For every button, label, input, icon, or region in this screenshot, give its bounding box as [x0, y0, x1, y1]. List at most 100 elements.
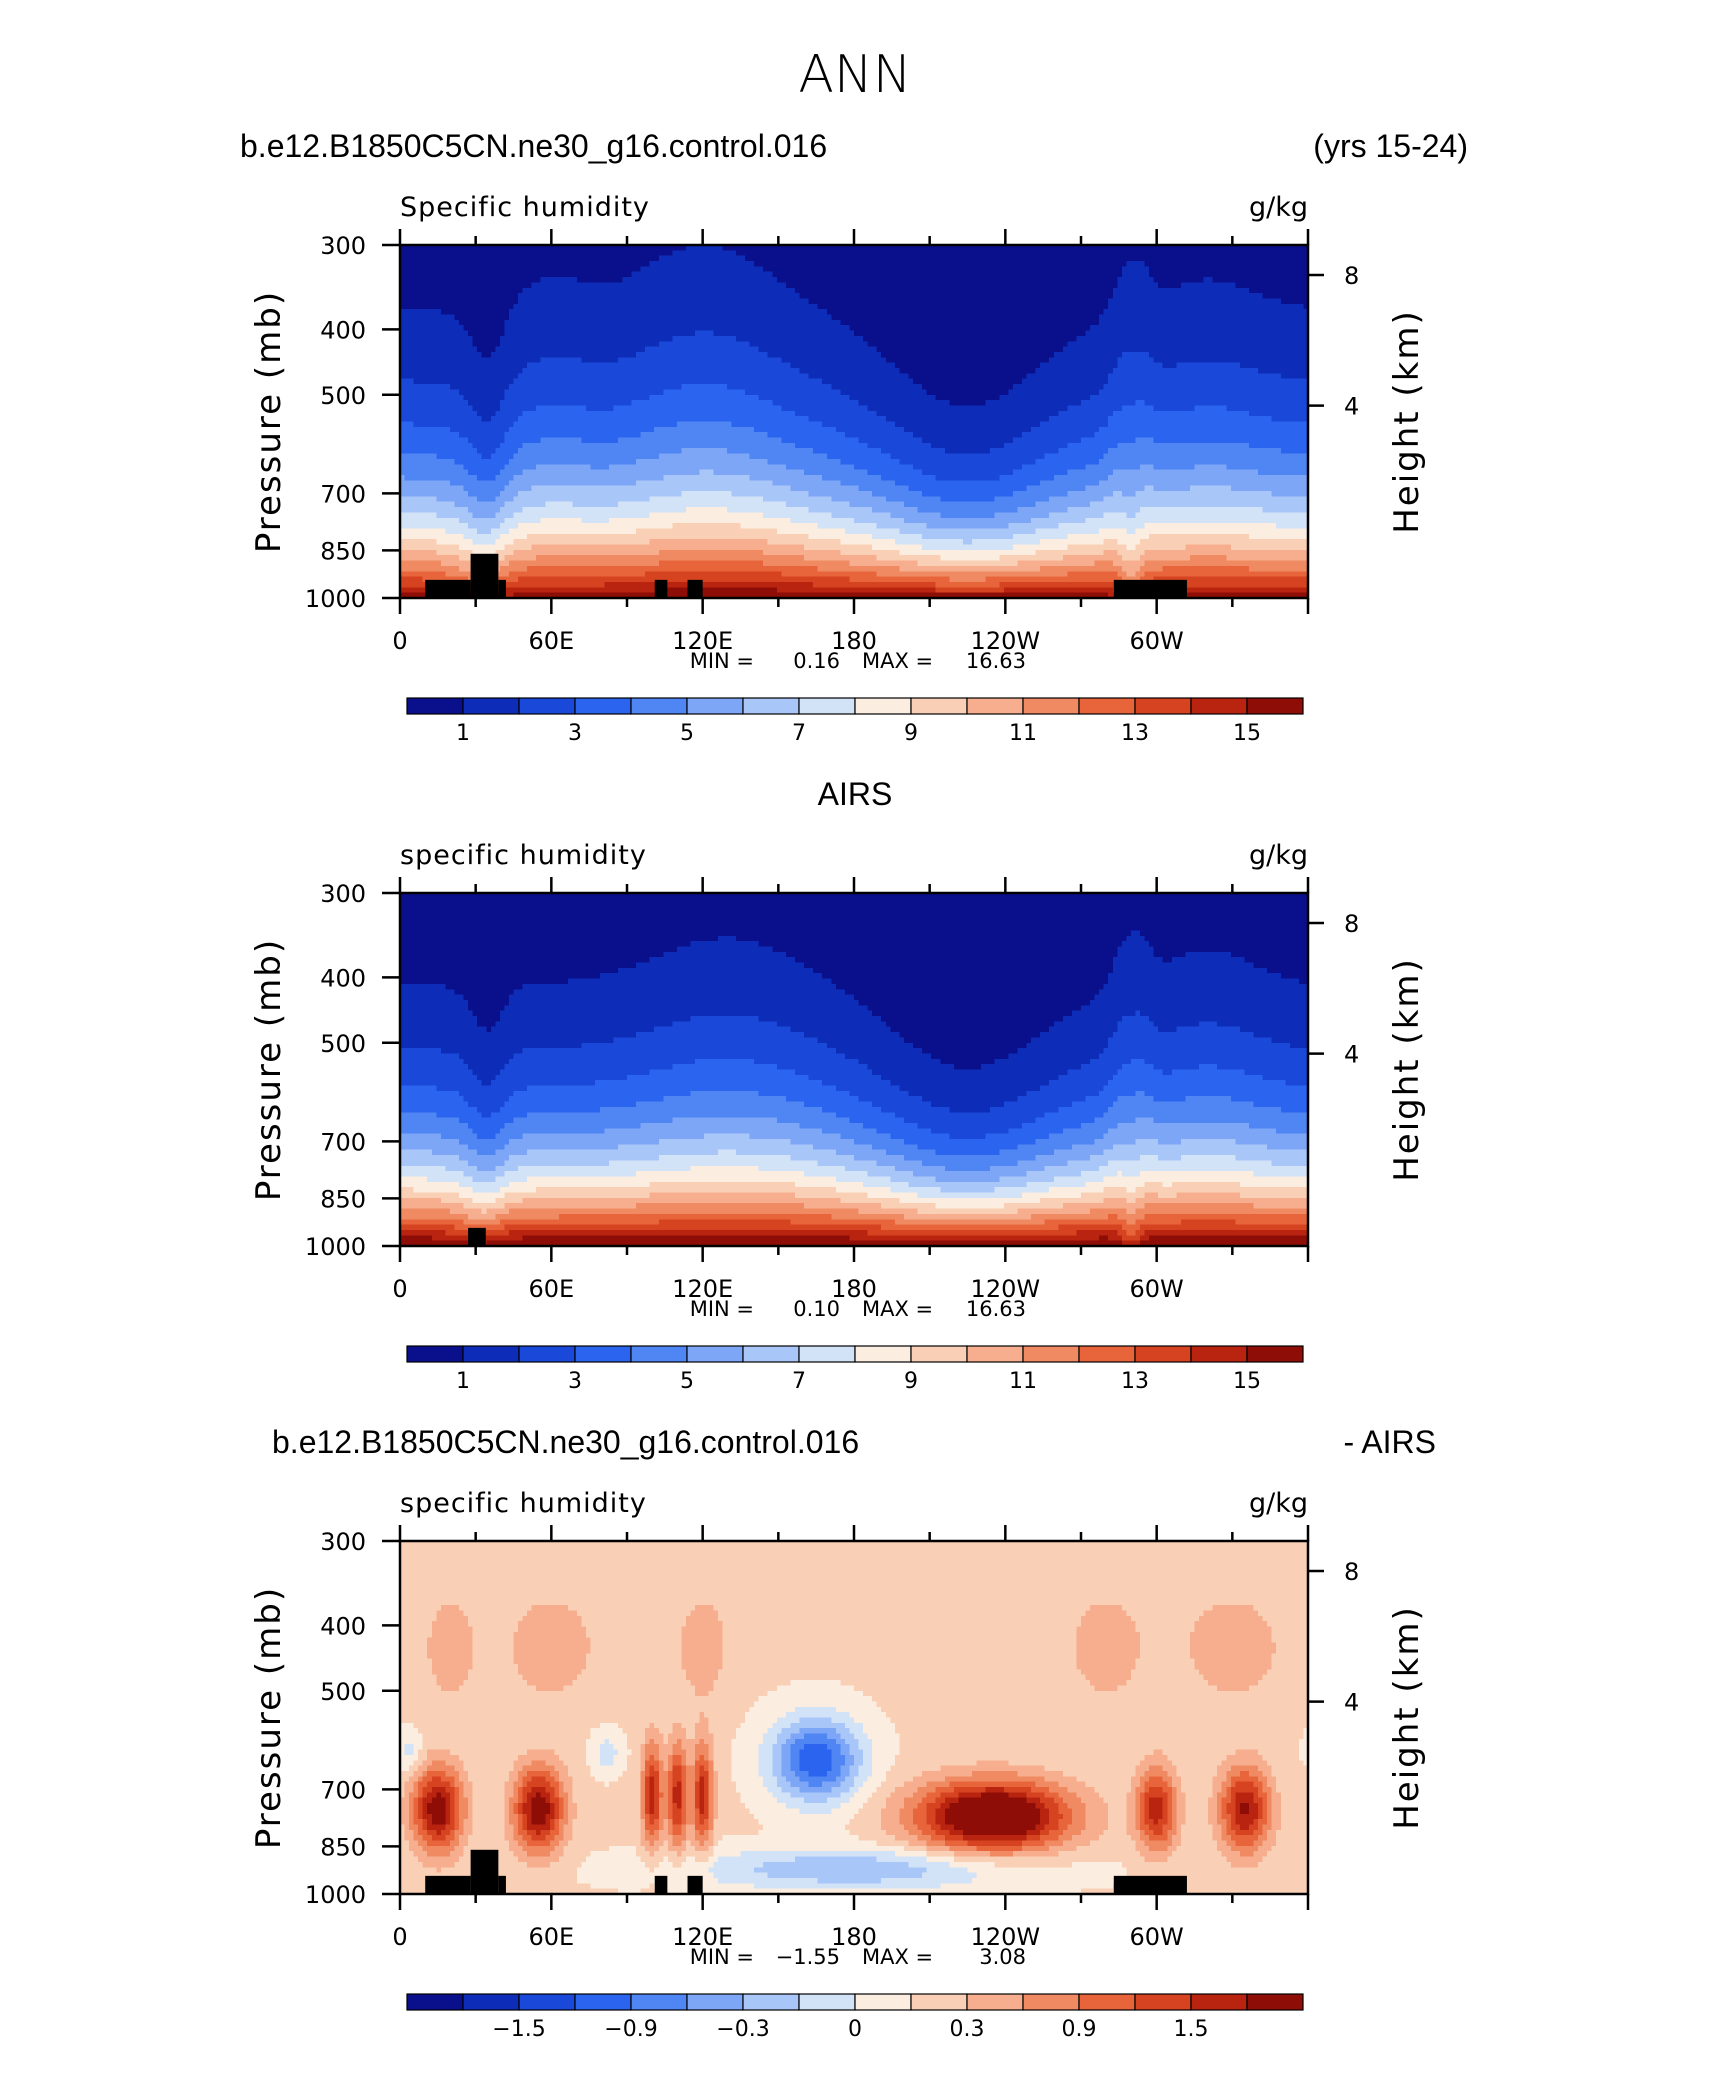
heatmap-cell: [586, 320, 591, 326]
heatmap-cell: [968, 341, 973, 347]
heatmap-cell: [1008, 256, 1013, 262]
heatmap-cell: [573, 272, 578, 278]
heatmap-cell: [958, 352, 963, 358]
heatmap-cell: [541, 341, 546, 347]
heatmap-cell: [1040, 272, 1045, 278]
heatmap-cell: [514, 266, 519, 272]
heatmap-cell: [436, 368, 441, 374]
heatmap-cell: [573, 298, 578, 304]
heatmap-cell: [459, 304, 464, 310]
heatmap-cell: [736, 304, 741, 310]
heatmap-cell: [763, 298, 768, 304]
heatmap-cell: [1290, 288, 1295, 294]
heatmap-cell: [881, 341, 886, 347]
heatmap-cell: [1285, 352, 1290, 358]
heatmap-cell: [1145, 315, 1150, 321]
heatmap-cell: [1190, 336, 1195, 342]
heatmap-cell: [1208, 298, 1213, 304]
heatmap-cell: [1190, 261, 1195, 267]
heatmap-cell: [936, 373, 941, 379]
heatmap-cell: [654, 293, 659, 299]
heatmap-cell: [554, 309, 559, 315]
heatmap-cell: [790, 336, 795, 342]
heatmap-cell: [1163, 304, 1168, 310]
heatmap-cell: [686, 282, 691, 288]
heatmap-cell: [908, 331, 913, 337]
heatmap-cell: [1076, 341, 1081, 347]
heatmap-cell: [409, 277, 414, 283]
heatmap-cell: [899, 282, 904, 288]
heatmap-cell: [1067, 352, 1072, 358]
heatmap-cell: [577, 261, 582, 267]
heatmap-cell: [881, 298, 886, 304]
heatmap-cell: [713, 304, 718, 310]
heatmap-cell: [414, 250, 419, 256]
heatmap-cell: [1058, 277, 1063, 283]
heatmap-cell: [1208, 304, 1213, 310]
heatmap-cell: [1217, 288, 1222, 294]
heatmap-cell: [1258, 331, 1263, 337]
heatmap-cell: [591, 282, 596, 288]
heatmap-cell: [1163, 331, 1168, 337]
heatmap-cell: [1036, 336, 1041, 342]
heatmap-cell: [700, 298, 705, 304]
heatmap-cell: [523, 288, 528, 294]
heatmap-cell: [672, 336, 677, 342]
heatmap-cell: [777, 331, 782, 337]
heatmap-cell: [445, 256, 450, 262]
heatmap-cell: [890, 288, 895, 294]
heatmap-cell: [868, 331, 873, 337]
heatmap-cell: [514, 331, 519, 337]
heatmap-cell: [414, 341, 419, 347]
heatmap-cell: [1222, 288, 1227, 294]
heatmap-cell: [464, 266, 469, 272]
heatmap-cell: [1213, 304, 1218, 310]
heatmap-cell: [441, 320, 446, 326]
heatmap-cell: [713, 250, 718, 256]
heatmap-cell: [1235, 336, 1240, 342]
heatmap-cell: [922, 341, 927, 347]
heatmap-cell: [1172, 315, 1177, 321]
heatmap-cell: [922, 288, 927, 294]
heatmap-cell: [727, 250, 732, 256]
heatmap-cell: [627, 341, 632, 347]
heatmap-cell: [836, 250, 841, 256]
heatmap-cell: [1199, 368, 1204, 374]
heatmap-cell: [1181, 336, 1186, 342]
heatmap-cell: [881, 315, 886, 321]
heatmap-cell: [945, 309, 950, 315]
heatmap-cell: [473, 368, 478, 374]
heatmap-cell: [468, 336, 473, 342]
heatmap-cell: [459, 325, 464, 331]
heatmap-cell: [577, 341, 582, 347]
heatmap-cell: [618, 363, 623, 369]
heatmap-cell: [709, 288, 714, 294]
heatmap-cell: [423, 315, 428, 321]
heatmap-cell: [1172, 368, 1177, 374]
heatmap-cell: [677, 288, 682, 294]
heatmap-cell: [423, 298, 428, 304]
heatmap-cell: [641, 256, 646, 262]
heatmap-cell: [1040, 347, 1045, 353]
heatmap-cell: [609, 320, 614, 326]
heatmap-cell: [504, 320, 509, 326]
heatmap-cell: [536, 256, 541, 262]
heatmap-cell: [881, 293, 886, 299]
heatmap-cell: [859, 261, 864, 267]
heatmap-cell: [577, 325, 582, 331]
heatmap-cell: [464, 315, 469, 321]
heatmap-cell: [1195, 272, 1200, 278]
heatmap-cell: [454, 331, 459, 337]
heatmap-cell: [886, 315, 891, 321]
heatmap-cell: [1058, 309, 1063, 315]
heatmap-cell: [754, 363, 759, 369]
heatmap-cell: [1117, 250, 1122, 256]
heatmap-cell: [663, 250, 668, 256]
heatmap-cell: [1195, 331, 1200, 337]
heatmap-cell: [981, 304, 986, 310]
heatmap-cell: [409, 373, 414, 379]
heatmap-cell: [936, 309, 941, 315]
heatmap-cell: [568, 352, 573, 358]
heatmap-cell: [1231, 352, 1236, 358]
heatmap-cell: [418, 288, 423, 294]
